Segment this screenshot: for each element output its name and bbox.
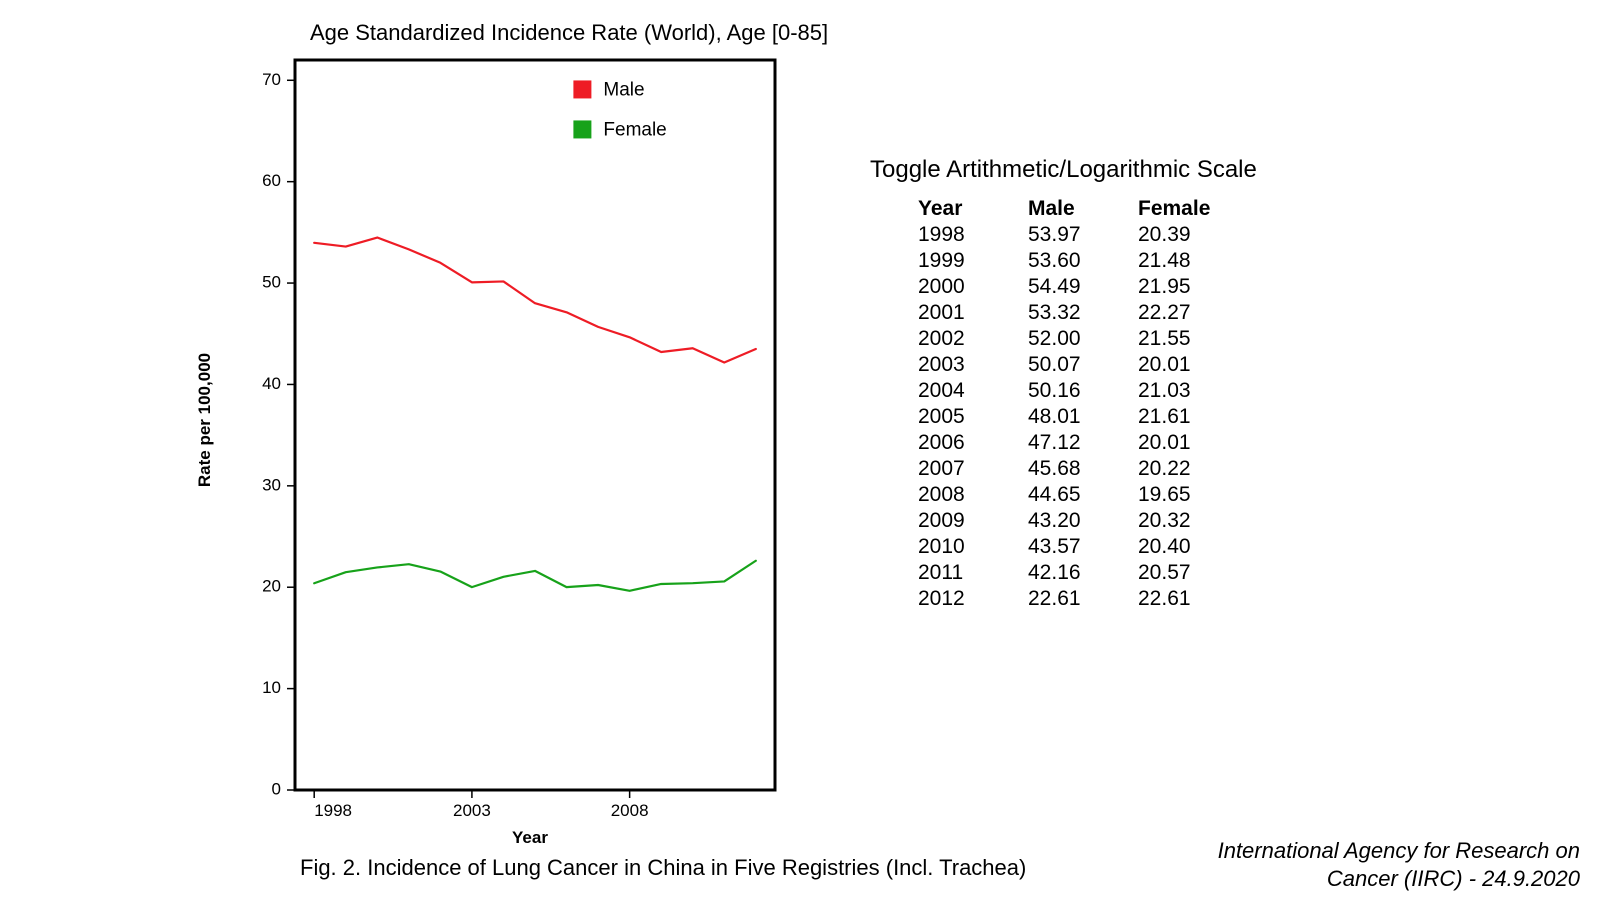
svg-text:50: 50 — [262, 273, 281, 292]
table-row: 200647.1220.01 — [918, 430, 1248, 456]
table-cell: 43.20 — [1028, 508, 1138, 534]
svg-text:60: 60 — [262, 171, 281, 190]
table-cell: 53.97 — [1028, 222, 1138, 248]
table-cell: 21.61 — [1138, 404, 1248, 430]
table-cell: 50.16 — [1028, 378, 1138, 404]
svg-text:1998: 1998 — [314, 801, 352, 820]
table-cell: 44.65 — [1028, 482, 1138, 508]
table-cell: 20.01 — [1138, 352, 1248, 378]
table-cell: 21.03 — [1138, 378, 1248, 404]
x-axis-label: Year — [512, 828, 548, 848]
svg-text:Female: Female — [603, 120, 666, 141]
table-cell: 20.32 — [1138, 508, 1248, 534]
svg-text:2003: 2003 — [453, 801, 491, 820]
line-chart-svg: 0 10 20 30 40 50 60 70 1998 2003 2008 Male Female — [240, 55, 780, 840]
table-cell: 54.49 — [1028, 274, 1138, 300]
svg-text:70: 70 — [262, 70, 281, 89]
table-cell: 2010 — [918, 534, 1028, 560]
table-column-header: Female — [1138, 196, 1248, 222]
table-cell: 2004 — [918, 378, 1028, 404]
svg-text:40: 40 — [262, 374, 281, 393]
table-row: 199953.6021.48 — [918, 248, 1248, 274]
table-cell: 20.22 — [1138, 456, 1248, 482]
table-column-header: Male — [1028, 196, 1138, 222]
credit-line-1: International Agency for Research on — [1218, 837, 1580, 865]
data-table: YearMaleFemale 199853.9720.39199953.6021… — [918, 196, 1248, 612]
table-cell: 2007 — [918, 456, 1028, 482]
table-row: 199853.9720.39 — [918, 222, 1248, 248]
table-cell: 2012 — [918, 586, 1028, 612]
table-row: 200745.6820.22 — [918, 456, 1248, 482]
table-row: 201222.6122.61 — [918, 586, 1248, 612]
table-cell: 1998 — [918, 222, 1028, 248]
table-row: 200548.0121.61 — [918, 404, 1248, 430]
table-body: 199853.9720.39199953.6021.48200054.4921.… — [918, 222, 1248, 612]
table-cell: 53.60 — [1028, 248, 1138, 274]
svg-text:0: 0 — [272, 779, 281, 798]
page-root: Age Standardized Incidence Rate (World),… — [0, 0, 1620, 912]
table-column-header: Year — [918, 196, 1028, 222]
table-row: 201142.1620.57 — [918, 560, 1248, 586]
table-header-row: YearMaleFemale — [918, 196, 1248, 222]
chart-container: 0 10 20 30 40 50 60 70 1998 2003 2008 Male Female — [240, 55, 800, 845]
credit-line-2: Cancer (IIRC) - 24.9.2020 — [1218, 865, 1580, 893]
table-cell: 22.27 — [1138, 300, 1248, 326]
table-cell: 48.01 — [1028, 404, 1138, 430]
table-title[interactable]: Toggle Artithmetic/Logarithmic Scale — [870, 156, 1257, 184]
svg-text:10: 10 — [262, 678, 281, 697]
table-cell: 22.61 — [1028, 586, 1138, 612]
table-cell: 20.39 — [1138, 222, 1248, 248]
svg-text:2008: 2008 — [611, 801, 649, 820]
svg-text:20: 20 — [262, 577, 281, 596]
table-cell: 21.55 — [1138, 326, 1248, 352]
table-row: 200153.3222.27 — [918, 300, 1248, 326]
table-cell: 2000 — [918, 274, 1028, 300]
table-cell: 45.68 — [1028, 456, 1138, 482]
table-cell: 2003 — [918, 352, 1028, 378]
table-row: 200252.0021.55 — [918, 326, 1248, 352]
chart-title: Age Standardized Incidence Rate (World),… — [310, 20, 828, 46]
credit-block: International Agency for Research on Can… — [1218, 837, 1580, 892]
table-row: 201043.5720.40 — [918, 534, 1248, 560]
table-row: 200450.1621.03 — [918, 378, 1248, 404]
table-cell: 19.65 — [1138, 482, 1248, 508]
svg-text:30: 30 — [262, 475, 281, 494]
table-cell: 2005 — [918, 404, 1028, 430]
table-cell: 21.48 — [1138, 248, 1248, 274]
table-cell: 20.57 — [1138, 560, 1248, 586]
svg-text:Male: Male — [603, 80, 644, 101]
table-cell: 21.95 — [1138, 274, 1248, 300]
table-row: 200350.0720.01 — [918, 352, 1248, 378]
table-cell: 20.01 — [1138, 430, 1248, 456]
table-cell: 2009 — [918, 508, 1028, 534]
table-cell: 52.00 — [1028, 326, 1138, 352]
table-row: 200844.6519.65 — [918, 482, 1248, 508]
table-cell: 47.12 — [1028, 430, 1138, 456]
table-cell: 20.40 — [1138, 534, 1248, 560]
table-cell: 42.16 — [1028, 560, 1138, 586]
table-cell: 22.61 — [1138, 586, 1248, 612]
table-cell: 50.07 — [1028, 352, 1138, 378]
y-axis-label: Rate per 100,000 — [195, 353, 215, 487]
figure-caption: Fig. 2. Incidence of Lung Cancer in Chin… — [300, 855, 1026, 881]
table-cell: 2008 — [918, 482, 1028, 508]
table-cell: 53.32 — [1028, 300, 1138, 326]
table-cell: 43.57 — [1028, 534, 1138, 560]
table-cell: 2011 — [918, 560, 1028, 586]
table-cell: 1999 — [918, 248, 1028, 274]
table-cell: 2002 — [918, 326, 1028, 352]
table-cell: 2006 — [918, 430, 1028, 456]
table-row: 200943.2020.32 — [918, 508, 1248, 534]
table-cell: 2001 — [918, 300, 1028, 326]
table-row: 200054.4921.95 — [918, 274, 1248, 300]
